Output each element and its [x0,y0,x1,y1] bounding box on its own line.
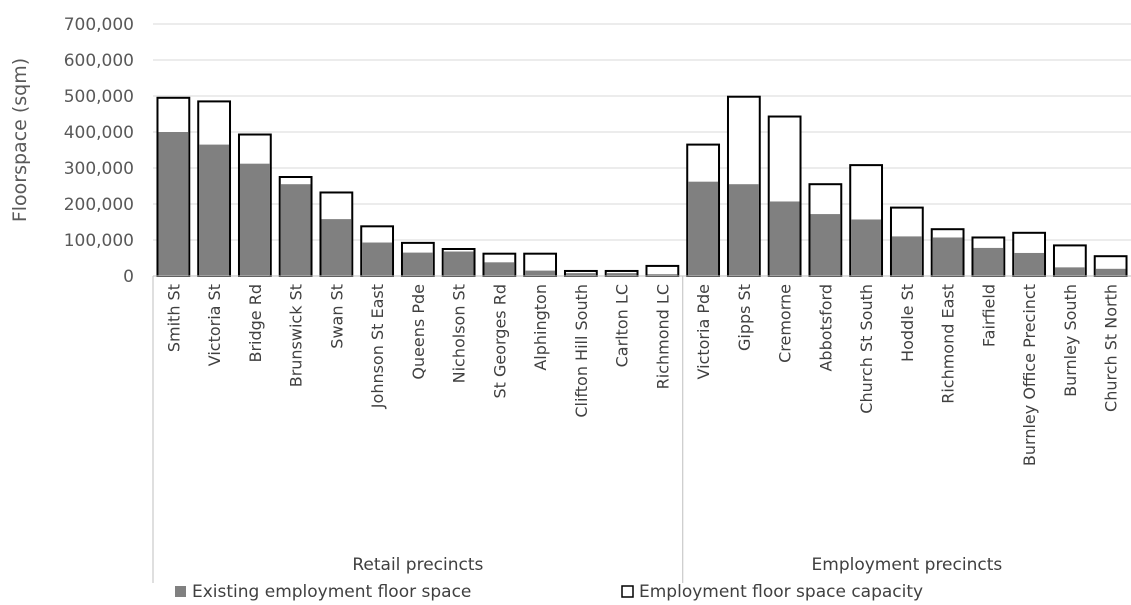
category-label: Richmond East [939,284,958,404]
y-tick-label: 200,000 [64,195,134,215]
bar-existing [1054,267,1085,276]
category-label: Burnley South [1061,284,1080,397]
bar-existing [891,236,922,276]
category-label: Church St South [857,284,876,414]
category-label: Abbotsford [816,284,835,372]
category-label: Gipps St [735,284,754,351]
group-labels: Retail precincts Employment precincts [352,555,1002,575]
y-tick-label: 500,000 [64,87,134,107]
bar-existing [280,184,311,276]
bar-existing [851,219,882,276]
category-label: Victoria Pde [694,284,713,379]
bar-existing [688,181,719,276]
bar-existing [973,247,1004,276]
legend-label-capacity: Employment floor space capacity [639,582,923,602]
legend-swatch-capacity [621,585,634,598]
bar-existing [810,214,841,276]
y-axis-tick-labels: 0 100,000 200,000 300,000 400,000 500,000 600,… [64,15,134,287]
bar-existing [443,251,474,276]
bar-existing [769,201,800,276]
bar-existing [525,270,556,276]
category-label: Swan St [327,284,346,349]
bars [156,95,1128,278]
category-label: Carlton LC [613,284,632,367]
category-label: Nicholson St [450,284,469,383]
bar-existing [402,252,433,276]
bar-existing [158,132,189,276]
legend-label-existing: Existing employment floor space [192,582,471,602]
legend: Existing employment floor space Employme… [175,582,923,602]
bar-existing [932,237,963,276]
group-dividers [152,276,684,583]
category-label: Bridge Rd [246,284,265,363]
category-label: Cremorne [776,284,795,363]
y-axis-label: Floorspace (sqm) [9,58,31,222]
bar-existing [484,262,515,276]
bar-existing [199,144,230,276]
bar-existing [728,184,759,276]
y-tick-label: 300,000 [64,159,134,179]
bar-existing [1095,268,1126,276]
category-label: Burnley Office Precinct [1020,284,1039,466]
category-label: Fairfield [979,284,998,347]
category-label: Church St North [1102,284,1121,412]
y-tick-label: 700,000 [64,15,134,35]
gridlines [153,23,1131,241]
group-label: Employment precincts [812,555,1003,575]
category-label: Alphington [531,284,550,371]
bar-existing [1014,252,1045,276]
group-label: Retail precincts [352,555,483,575]
category-label: Hoddle St [898,284,917,362]
category-label: Queens Pde [409,284,428,380]
category-label: Brunswick St [287,284,306,387]
category-label: Smith St [164,284,183,352]
bar-existing [321,219,352,276]
bar-existing [647,274,678,276]
bar-existing [362,242,393,276]
y-tick-label: 0 [123,267,134,287]
bar-existing [606,273,637,276]
category-label: Victoria St [205,284,224,366]
category-labels: Smith St Victoria St Bridge Rd Brunswick St… [164,284,1120,466]
bar-existing [239,163,270,276]
category-label: Clifton Hill South [572,284,591,418]
legend-swatch-existing [175,586,186,597]
category-label: Johnson St East [368,284,387,409]
bar-existing [565,273,596,276]
category-label: Richmond LC [653,284,672,389]
y-tick-label: 400,000 [64,123,134,143]
category-label: St Georges Rd [490,284,509,399]
y-tick-label: 600,000 [64,51,134,71]
y-tick-label: 100,000 [64,231,134,251]
